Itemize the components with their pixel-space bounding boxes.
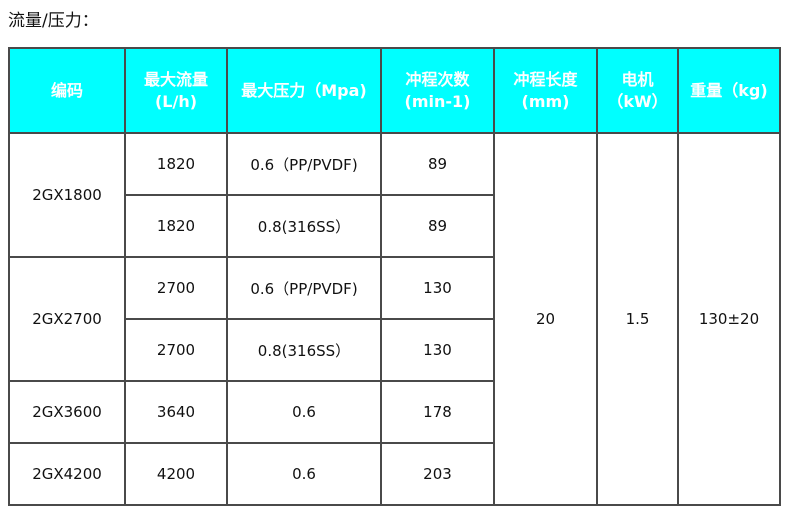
model-cell: 2GX1800 [8, 132, 126, 258]
table-row: 2GX2700 2700 0.6（PP/PVDF) 130 [8, 256, 780, 382]
header-motor: 电机 （kW） [596, 47, 679, 134]
flow-cell: 2700 [124, 318, 228, 382]
pressure-cell: 0.6（PP/PVDF) [226, 132, 382, 196]
header-row: 编码 最大流量 (L/h) 最大压力（Mpa) 冲程次数 (min-1) 冲程长度(… [8, 47, 781, 134]
flow-cell: 4200 [124, 442, 228, 506]
model-cell: 2GX2700 [8, 256, 126, 382]
strokes-cell: 89 [380, 132, 495, 196]
header-weight: 重量（kg) [677, 47, 781, 134]
strokes-cell: 178 [380, 380, 495, 444]
table-row: 2GX4200 4200 0.6 203 [8, 442, 780, 506]
spec-table: 编码 最大流量 (L/h) 最大压力（Mpa) 冲程次数 (min-1) 冲程长度(… [8, 47, 781, 506]
pressure-cell: 0.6 [226, 380, 382, 444]
pressure-cell: 0.6 [226, 442, 382, 506]
strokes-cell: 203 [380, 442, 495, 506]
header-strokes: 冲程次数 (min-1) [380, 47, 495, 134]
model-cell: 2GX4200 [8, 442, 126, 506]
flow-cell: 2700 [124, 256, 228, 320]
table-row: 2700 0.8(316SS） 130 [9, 318, 780, 382]
header-code: 编码 [8, 47, 126, 134]
strokes-cell: 130 [380, 318, 495, 382]
weight-cell: 130±20 [677, 132, 781, 506]
header-stroke-length: 冲程长度 (mm) [493, 47, 598, 134]
table-row: 2GX3600 3640 0.6 178 [8, 380, 780, 444]
flow-cell: 1820 [124, 194, 228, 258]
header-max-flow: 最大流量 (L/h) [124, 47, 228, 134]
stroke-length-cell: 20 [493, 132, 598, 506]
flow-cell: 1820 [124, 132, 228, 196]
strokes-cell: 89 [380, 194, 495, 258]
table-row: 1820 0.8(316SS） 89 [9, 194, 780, 258]
table-row: 2GX1800 1820 0.6（PP/PVDF) 89 20 1.5 130±… [8, 132, 781, 506]
pressure-cell: 0.8(316SS） [226, 318, 382, 382]
flow-cell: 3640 [124, 380, 228, 444]
section-title: 流量/压力： [8, 11, 99, 31]
motor-cell: 1.5 [596, 132, 679, 506]
header-max-pressure: 最大压力（Mpa) [226, 47, 382, 134]
pressure-cell: 0.8(316SS） [226, 194, 382, 258]
strokes-cell: 130 [380, 256, 495, 320]
model-cell: 2GX3600 [8, 380, 126, 444]
pressure-cell: 0.6（PP/PVDF) [226, 256, 382, 320]
